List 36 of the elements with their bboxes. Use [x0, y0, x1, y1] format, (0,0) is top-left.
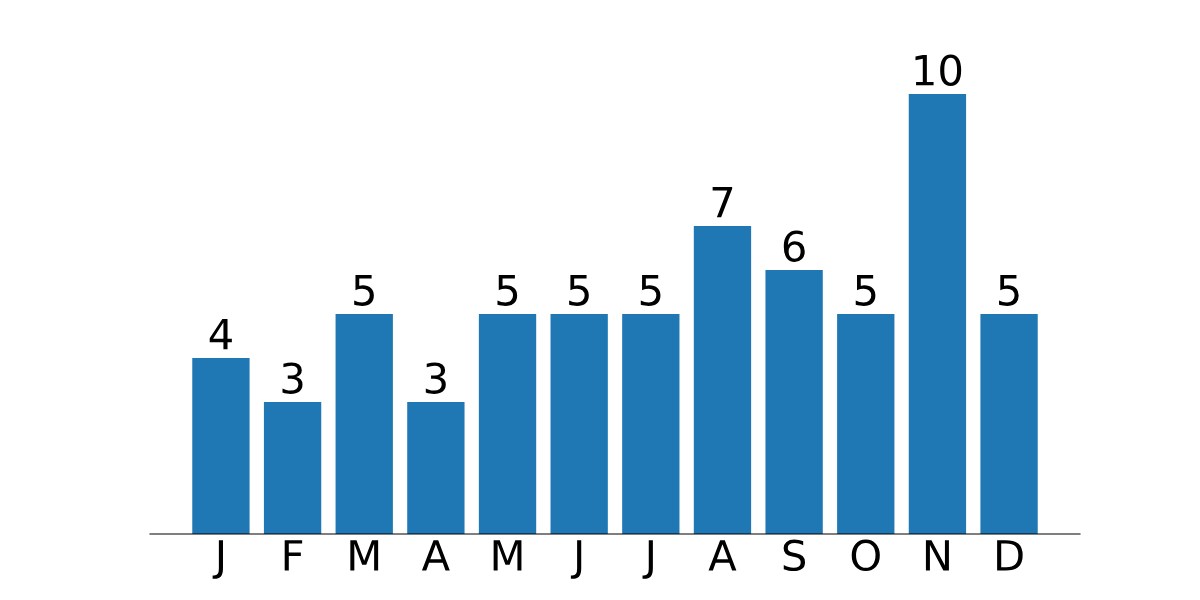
x-tick-label: J: [212, 540, 223, 579]
x-tick-label: D: [997, 540, 1023, 571]
x-tick-label: M: [350, 540, 379, 571]
data-label: 5: [999, 274, 1019, 306]
data-label: 4: [209, 318, 232, 350]
x-tick-label: A: [708, 540, 737, 571]
bar: [407, 402, 465, 534]
bar: [980, 314, 1038, 534]
x-tick-label: O: [851, 539, 880, 572]
data-label: 3: [425, 362, 446, 394]
x-tick-label: M: [493, 540, 522, 571]
bar: [335, 314, 393, 534]
data-label: 6: [783, 230, 805, 262]
data-label: 7: [712, 186, 733, 218]
x-tick-label: A: [421, 540, 450, 571]
bar: [263, 402, 322, 534]
bar: [693, 226, 752, 534]
x-tick-label: S: [783, 539, 806, 572]
bar: [837, 314, 895, 534]
data-label: 10: [915, 54, 962, 86]
data-label: 3: [282, 362, 303, 394]
data-label: 5: [855, 274, 876, 306]
x-tick-label: J: [642, 540, 653, 579]
bar: [622, 314, 680, 534]
bar: [192, 358, 250, 534]
x-tick-label: N: [925, 540, 949, 571]
x-tick-label: F: [284, 540, 303, 571]
x-tick-label: J: [570, 540, 582, 579]
data-label: 5: [569, 274, 589, 306]
data-label: 5: [640, 274, 661, 306]
bar: [478, 314, 537, 534]
bar: [765, 270, 823, 534]
bar: [908, 94, 967, 534]
bar: [550, 314, 608, 534]
data-label: 5: [497, 274, 518, 306]
data-label: 5: [354, 274, 374, 306]
